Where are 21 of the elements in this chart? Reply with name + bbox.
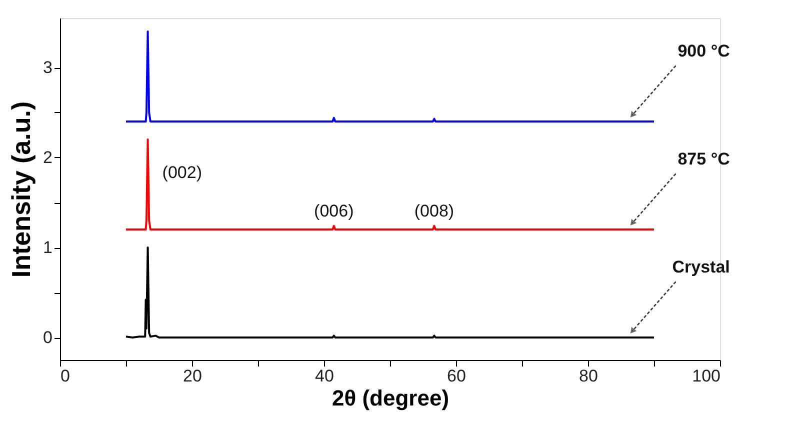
x-tick-label: 100 xyxy=(692,366,720,386)
x-tick-label: 0 xyxy=(60,366,70,386)
x-tick-label: 20 xyxy=(183,366,202,386)
y-axis-title: Intensity (a.u.) xyxy=(6,101,36,278)
y-tick-label: 0 xyxy=(43,328,52,347)
line-series xyxy=(125,246,655,338)
y-tick-label: 3 xyxy=(43,58,52,77)
y-tick-label: 1 xyxy=(43,238,52,257)
x-axis-title: 2θ (degree) xyxy=(332,386,450,410)
line-series xyxy=(125,138,655,230)
line-series xyxy=(125,30,655,122)
y-tick-label: 2 xyxy=(43,148,52,167)
text: Crystal xyxy=(672,257,730,276)
x-tick-label: 40 xyxy=(315,366,334,386)
annotation: (002) xyxy=(162,162,202,182)
x-tick-label: 80 xyxy=(579,366,598,386)
text: 900 °C xyxy=(678,41,730,60)
text: 875 °C xyxy=(678,149,730,168)
annotation: (006) xyxy=(314,202,354,220)
x-tick-label: 60 xyxy=(447,366,466,386)
annotation: (008) xyxy=(414,202,454,220)
